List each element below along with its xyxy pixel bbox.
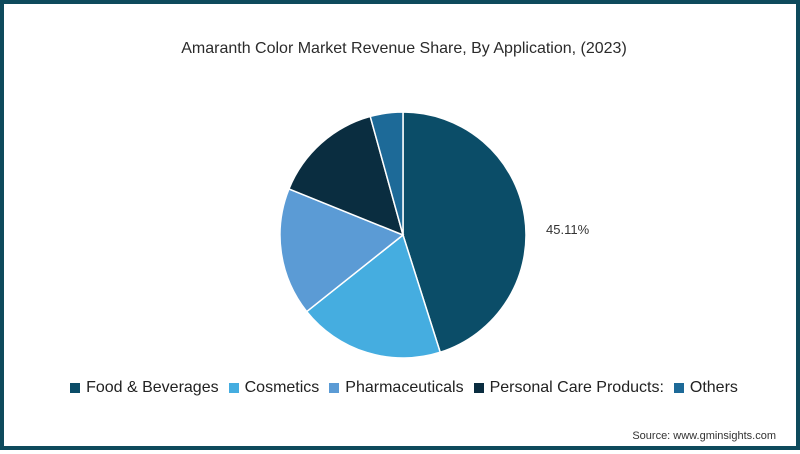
- legend-label: Others: [689, 379, 738, 396]
- pie-chart: [279, 111, 527, 359]
- chart-title: Amaranth Color Market Revenue Share, By …: [181, 40, 627, 57]
- pie-slice-cosmetics: [305, 233, 442, 359]
- legend-item-pharmaceuticals: Pharmaceuticals: [329, 379, 464, 397]
- pie-slice-food-beverages: [402, 111, 527, 354]
- pie-slice-personal-care: [287, 115, 405, 237]
- legend-label: Food & Beverages: [86, 379, 219, 396]
- source-text: Source: www.gminsights.com: [632, 430, 776, 442]
- legend-label: Cosmetics: [244, 379, 320, 396]
- legend-label: Personal Care Products:: [489, 379, 664, 396]
- pie-slice-pharmaceuticals: [279, 187, 405, 313]
- legend-item-food-beverages: Food & Beverages: [70, 379, 219, 397]
- legend-item-personal-care: Personal Care Products:: [473, 379, 664, 397]
- legend-swatch-icon: [70, 383, 81, 393]
- legend-item-others: Others: [673, 379, 738, 397]
- legend-swatch-icon: [228, 383, 239, 393]
- legend-swatch-icon: [673, 383, 684, 393]
- legend-item-cosmetics: Cosmetics: [228, 379, 320, 397]
- legend-label: Pharmaceuticals: [345, 379, 464, 396]
- food-beverages-data-label: 45.11%: [546, 222, 590, 237]
- pie-slice-others: [369, 111, 404, 236]
- legend-swatch-icon: [473, 383, 484, 393]
- legend: Food & Beverages Cosmetics Pharmaceutica…: [4, 379, 800, 397]
- legend-swatch-icon: [329, 383, 340, 393]
